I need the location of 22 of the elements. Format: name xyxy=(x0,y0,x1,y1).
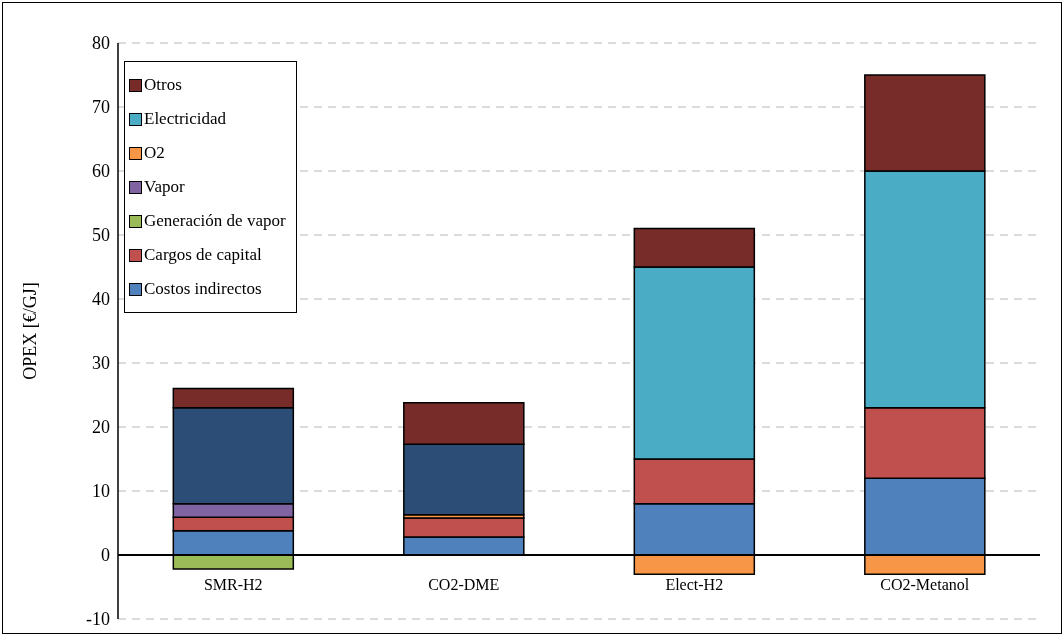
x-tick-label: Elect-H2 xyxy=(665,576,724,593)
y-tick-label: 70 xyxy=(92,97,110,118)
legend-label: Otros xyxy=(144,75,182,95)
legend-label: Electricidad xyxy=(144,109,227,129)
y-axis-title: OPEX [€/GJ] xyxy=(19,282,41,380)
y-tick-label: 10 xyxy=(92,481,110,502)
y-tick-label: 40 xyxy=(92,289,110,310)
y-tick-label: 0 xyxy=(101,545,110,566)
y-tick-label: 50 xyxy=(92,225,110,246)
y-tick-label: 80 xyxy=(92,33,110,54)
y-tick-label: 60 xyxy=(92,161,110,182)
x-tick-label: CO2-DME xyxy=(428,576,500,593)
y-tick-label: 30 xyxy=(92,353,110,374)
legend-label: Costos indirectos xyxy=(144,279,262,299)
legend-label: O2 xyxy=(144,143,165,163)
x-tick-label: CO2-Metanol xyxy=(880,576,970,593)
legend-label: Vapor xyxy=(144,177,185,197)
legend-label: Generación de vapor xyxy=(144,211,286,231)
y-tick-label: -10 xyxy=(86,609,110,630)
legend-label: Cargos de capital xyxy=(144,245,262,265)
x-tick-label: SMR-H2 xyxy=(203,576,263,593)
y-tick-label: 20 xyxy=(92,417,110,438)
